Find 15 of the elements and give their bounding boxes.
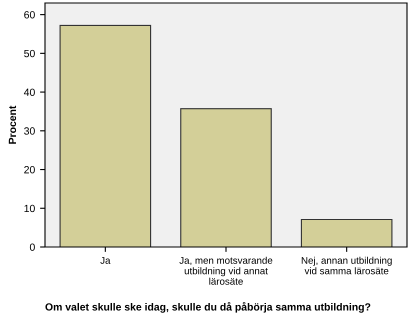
y-tick-label: 30 bbox=[24, 127, 35, 135]
y-tick-label: 0 bbox=[30, 244, 35, 251]
x-tick-label: Ja bbox=[100, 257, 110, 264]
y-tick-label: 60 bbox=[24, 11, 35, 18]
y-axis-title: Procent bbox=[8, 106, 16, 144]
x-axis-title: Om valet skulle ske idag, skulle du då påbörja samma utbildning? bbox=[45, 302, 370, 313]
y-tick-label: 10 bbox=[24, 204, 35, 212]
y-tick-label: 40 bbox=[24, 88, 35, 96]
y-tick-label: 20 bbox=[24, 166, 35, 174]
bar bbox=[60, 24, 152, 247]
x-tick-label: Ja, men motsvarande utbildning vid annat lärosäte bbox=[179, 256, 272, 285]
bar bbox=[180, 108, 272, 247]
y-tick-label: 50 bbox=[24, 50, 35, 58]
bar bbox=[300, 218, 392, 247]
x-tick-label: Nej, annan utbildning vid samma lärosäte bbox=[302, 256, 392, 274]
